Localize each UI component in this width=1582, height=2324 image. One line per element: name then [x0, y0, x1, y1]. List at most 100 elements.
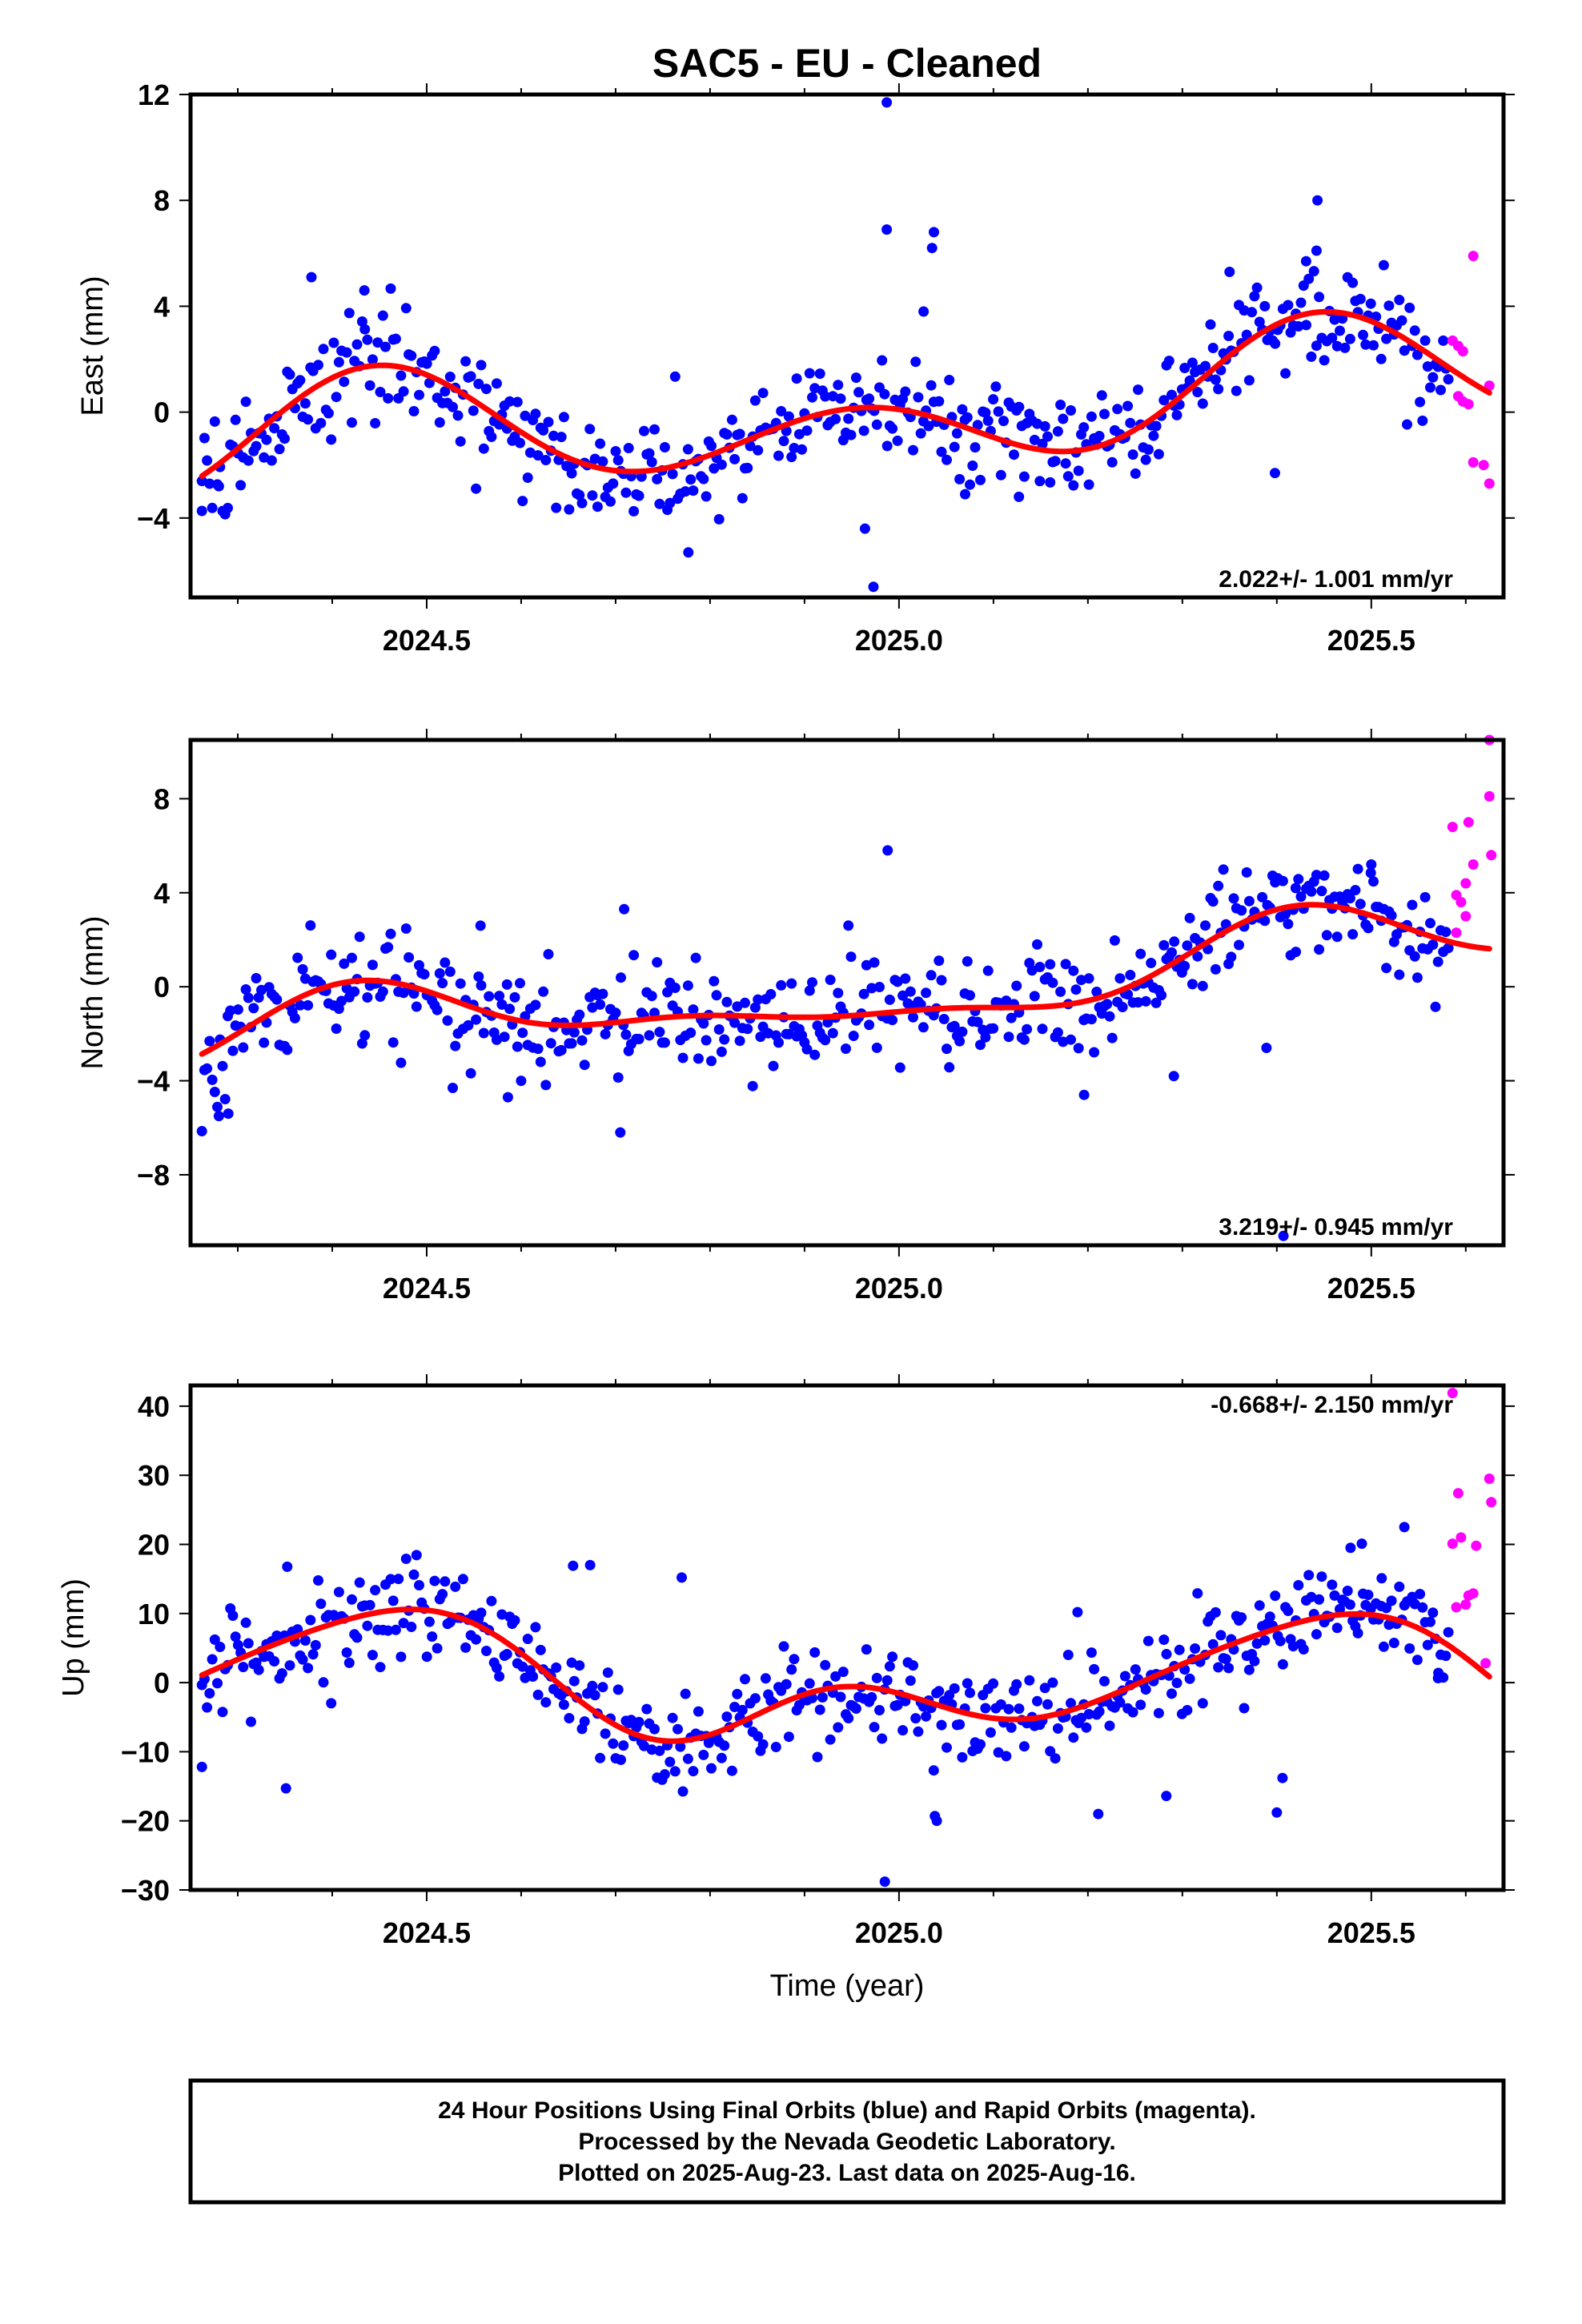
final-orbit-point	[1018, 471, 1030, 482]
rapid-orbit-point	[1468, 1588, 1479, 1599]
final-orbit-point	[196, 1126, 207, 1136]
final-orbit-point	[359, 324, 371, 335]
final-orbit-point	[1295, 297, 1307, 308]
x-tick-label: 2024.5	[383, 624, 471, 657]
final-orbit-point	[520, 1672, 531, 1683]
y-tick-label: 8	[154, 782, 170, 815]
final-orbit-point	[367, 1650, 378, 1661]
final-orbit-point	[269, 1656, 280, 1667]
final-orbit-point	[921, 987, 932, 999]
final-orbit-point	[954, 1035, 966, 1047]
final-orbit-point	[406, 350, 417, 361]
final-orbit-point	[1161, 1649, 1172, 1659]
final-orbit-point	[548, 430, 559, 441]
final-orbit-point	[801, 425, 813, 436]
final-orbit-point	[440, 957, 451, 968]
final-orbit-point	[460, 1642, 472, 1653]
final-orbit-point	[501, 1649, 512, 1659]
final-orbit-point	[1179, 960, 1191, 971]
final-orbit-point	[396, 370, 407, 381]
final-orbit-point	[196, 505, 207, 517]
final-orbit-point	[457, 1574, 468, 1585]
final-orbit-outlier	[930, 1811, 941, 1822]
final-orbit-point	[612, 455, 624, 466]
y-tick-label: 0	[154, 971, 170, 1003]
final-orbit-point	[1440, 1651, 1452, 1662]
final-orbit-point	[478, 443, 489, 454]
final-orbit-point	[1283, 300, 1294, 311]
velocity-label: 3.219+/- 0.945 mm/yr	[1219, 1214, 1453, 1240]
final-orbit-point	[1153, 1707, 1164, 1719]
rapid-orbit-point	[1480, 1658, 1492, 1669]
final-orbit-point	[934, 955, 945, 967]
final-orbit-point	[400, 1554, 412, 1564]
final-orbit-outlier	[1161, 1791, 1172, 1802]
final-orbit-point	[1427, 1607, 1439, 1618]
final-orbit-point	[1207, 1638, 1219, 1650]
final-orbit-point	[1301, 320, 1311, 331]
final-orbit-point	[864, 1019, 875, 1031]
final-orbit-point	[215, 1642, 226, 1652]
final-orbit-outlier	[1014, 491, 1025, 502]
final-orbit-point	[905, 1675, 916, 1687]
final-orbit-point	[605, 496, 616, 507]
final-orbit-point	[1070, 984, 1082, 995]
final-orbit-outlier	[859, 523, 870, 534]
final-orbit-point	[1352, 863, 1363, 875]
final-orbit-outlier	[475, 920, 486, 931]
final-orbit-point	[1404, 302, 1415, 313]
final-orbit-point	[1419, 891, 1431, 903]
final-orbit-point	[481, 384, 492, 395]
final-orbit-point	[677, 1786, 689, 1797]
final-orbit-point	[993, 1747, 1004, 1758]
final-orbit-point	[424, 1616, 435, 1627]
final-orbit-point	[1347, 277, 1359, 288]
final-orbit-point	[962, 1678, 973, 1689]
final-orbit-point	[665, 497, 676, 509]
final-orbit-point	[494, 1671, 505, 1682]
final-orbit-point	[1417, 1602, 1428, 1613]
final-orbit-point	[1411, 349, 1423, 360]
final-orbit-point	[726, 1765, 737, 1776]
final-orbit-point	[706, 1763, 717, 1774]
final-orbit-point	[923, 420, 934, 432]
final-orbit-point	[271, 1630, 283, 1641]
final-orbit-point	[1220, 1654, 1231, 1665]
final-orbit-point	[1254, 1600, 1265, 1611]
final-orbit-point	[600, 1028, 611, 1039]
fit-curve	[199, 1606, 1492, 1744]
final-orbit-point	[1052, 426, 1063, 437]
final-orbit-point	[481, 1646, 492, 1656]
final-orbit-point	[988, 394, 999, 405]
final-orbit-point	[618, 1740, 629, 1751]
final-orbit-point	[1122, 989, 1134, 1000]
final-orbit-point	[1243, 895, 1255, 907]
final-orbit-outlier	[1311, 245, 1322, 256]
final-orbit-point	[988, 1023, 999, 1034]
final-orbit-point	[1094, 431, 1105, 441]
rapid-orbit-point	[1456, 897, 1467, 907]
final-orbit-point	[440, 386, 451, 397]
final-orbit-point	[385, 283, 396, 294]
final-orbit-point	[463, 1019, 474, 1031]
final-orbit-point	[517, 1027, 528, 1039]
final-orbit-point	[781, 1679, 792, 1690]
y-tick-label: 8	[154, 184, 170, 217]
final-orbit-point	[749, 395, 761, 406]
final-orbit-point	[1006, 1722, 1017, 1733]
final-orbit-point	[349, 986, 360, 997]
final-orbit-point	[659, 1769, 670, 1780]
final-orbit-point	[980, 407, 991, 418]
final-orbit-point	[789, 1654, 800, 1665]
final-orbit-point	[900, 386, 911, 397]
final-orbit-point	[680, 486, 691, 497]
final-orbit-point	[509, 1614, 520, 1626]
final-orbit-point	[853, 387, 865, 398]
rapid-orbit-point	[1447, 822, 1458, 833]
final-orbit-point	[328, 337, 339, 348]
final-orbit-point	[450, 1581, 461, 1592]
final-orbit-point	[949, 1020, 960, 1031]
final-orbit-point	[1311, 870, 1322, 881]
final-orbit-point	[303, 1663, 314, 1674]
final-orbit-point	[877, 1733, 888, 1744]
